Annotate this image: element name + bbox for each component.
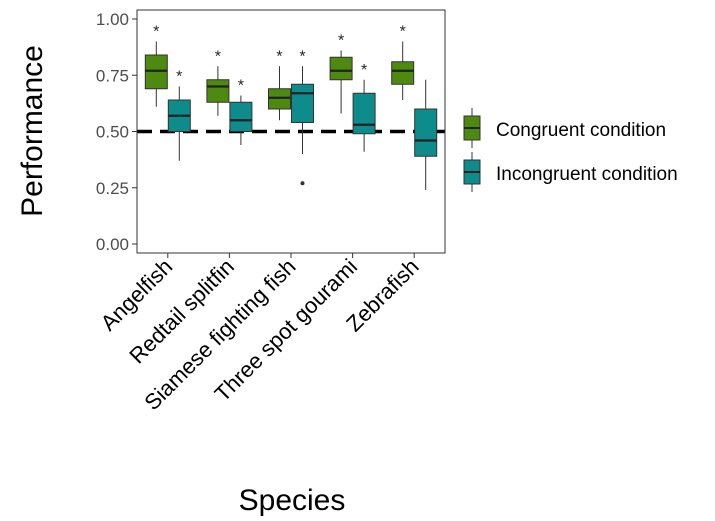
significance-marker: *: [361, 62, 367, 79]
box-incongruent-4: [414, 79, 438, 190]
legend: Congruent condition Incongruent condition: [463, 108, 678, 192]
y-axis: 0.00 0.25 0.50 0.75 1.00: [96, 10, 137, 254]
box-iqr: [414, 108, 438, 157]
y-tick-label: 0.25: [96, 179, 129, 198]
box-congruent-3: *: [329, 33, 353, 114]
y-tick-label: 0.00: [96, 235, 129, 254]
legend-item-congruent: Congruent condition: [463, 108, 666, 148]
box-congruent-0: *: [144, 24, 168, 107]
box-iqr: [229, 101, 253, 132]
box-iqr: [291, 83, 314, 123]
box-iqr: [352, 92, 376, 135]
legend-item-incongruent: Incongruent condition: [463, 152, 678, 192]
x-axis-title: Species: [239, 484, 346, 517]
legend-label: Incongruent condition: [496, 164, 678, 185]
box-iqr: [391, 61, 415, 85]
box-iqr: [329, 56, 353, 81]
plot-area: * * * * * * * * *: [137, 24, 445, 190]
y-axis-title: Performance: [16, 45, 49, 217]
box-incongruent-1: *: [229, 78, 253, 145]
significance-marker: *: [299, 48, 305, 65]
y-tick-label: 0.75: [96, 66, 129, 85]
box-iqr: [144, 54, 168, 90]
box-incongruent-0: *: [167, 69, 191, 161]
significance-marker: *: [176, 69, 182, 86]
box-congruent-1: *: [206, 48, 230, 116]
box-iqr: [206, 79, 230, 103]
box-incongruent-3: *: [352, 62, 376, 152]
significance-marker: *: [338, 33, 344, 50]
box-congruent-4: *: [391, 24, 415, 100]
significance-marker: *: [153, 24, 159, 41]
significance-marker: *: [276, 48, 282, 65]
legend-label: Congruent condition: [496, 120, 666, 141]
significance-marker: *: [215, 48, 221, 65]
outlier-point: [300, 181, 305, 186]
y-tick-label: 0.50: [96, 123, 129, 142]
y-tick-label: 1.00: [96, 10, 129, 29]
significance-marker: *: [400, 24, 406, 41]
significance-marker: *: [238, 78, 244, 95]
box-congruent-2: *: [268, 48, 291, 121]
box-iqr: [268, 88, 291, 110]
box-incongruent-2: *: [291, 48, 314, 186]
